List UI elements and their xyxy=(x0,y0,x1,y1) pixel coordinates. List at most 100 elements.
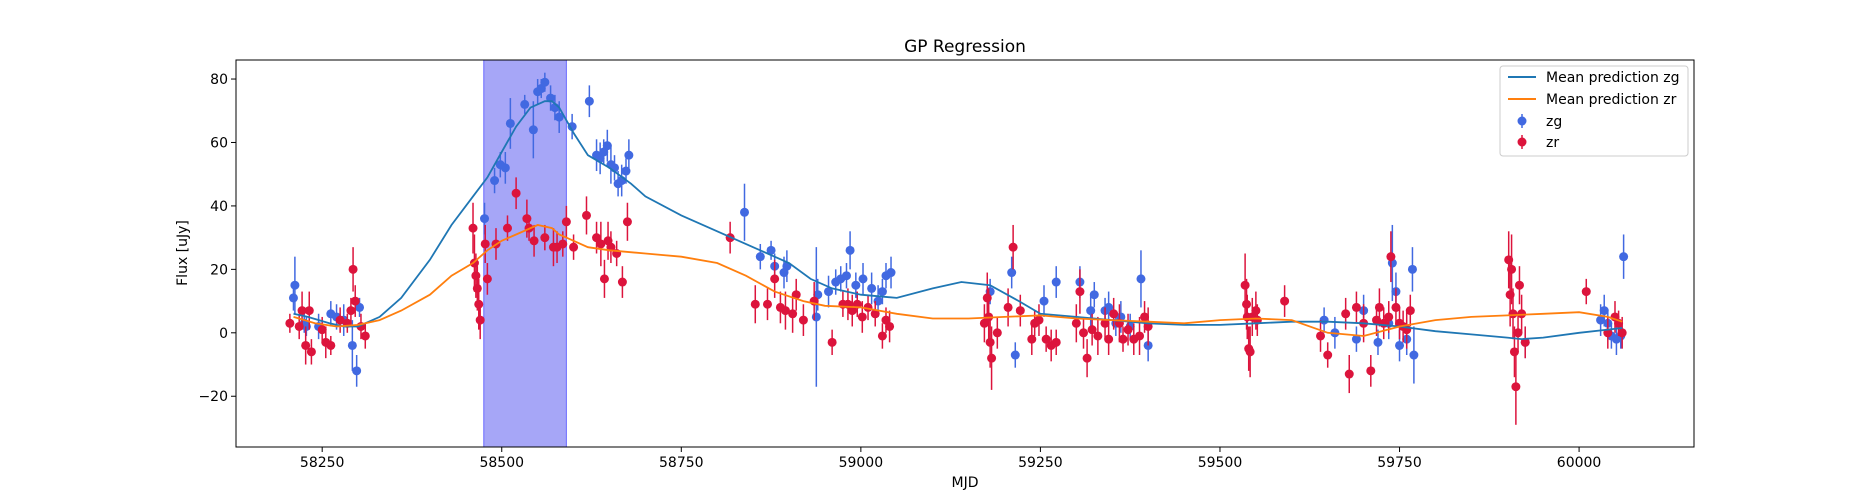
zr-point xyxy=(482,274,492,284)
zr-point xyxy=(1104,334,1114,344)
zg-point xyxy=(877,287,887,297)
zr-point xyxy=(1509,347,1519,357)
y-tick-label: 80 xyxy=(210,72,228,88)
zr-point xyxy=(1508,309,1518,319)
zg-point xyxy=(567,122,577,132)
zr-point xyxy=(1140,312,1150,322)
zg-point xyxy=(1596,315,1606,325)
zg-point xyxy=(624,150,634,160)
zr-point xyxy=(592,233,602,243)
x-axis-label: MJD xyxy=(952,475,979,491)
zg-point xyxy=(1089,290,1099,300)
zr-point xyxy=(561,217,571,227)
zr-point xyxy=(1003,302,1013,312)
legend-zr-dot xyxy=(1517,137,1527,147)
zg-point xyxy=(347,340,357,350)
plot-frame xyxy=(235,59,1695,448)
zr-point xyxy=(1100,318,1110,328)
zr-point xyxy=(1087,325,1097,335)
zg-point xyxy=(858,274,868,284)
zg-point xyxy=(1351,334,1361,344)
zg-point xyxy=(1599,306,1609,316)
zr-point xyxy=(471,271,481,281)
zr-point xyxy=(885,321,895,331)
zr-point xyxy=(750,299,760,309)
zg-point xyxy=(1373,337,1383,347)
zg-point xyxy=(602,141,612,151)
legend-zg-dot xyxy=(1517,116,1527,126)
y-tick-label: 40 xyxy=(210,199,228,215)
legend-label-zr-points: zr xyxy=(1546,135,1559,151)
zr-point xyxy=(522,214,532,224)
y-tick-label: 20 xyxy=(210,262,228,278)
zg-point xyxy=(352,366,362,376)
zr-point xyxy=(791,290,801,300)
zr-point xyxy=(1351,302,1361,312)
zr-point xyxy=(1514,280,1524,290)
zg-point xyxy=(867,283,877,293)
zg-point xyxy=(824,287,834,297)
data-layer xyxy=(285,72,1629,425)
zg-point xyxy=(1136,274,1146,284)
zr-point xyxy=(540,233,550,243)
mean-prediction-zg-line xyxy=(293,100,1623,341)
zr-point xyxy=(770,274,780,284)
zr-point xyxy=(857,312,867,322)
zr-point xyxy=(1008,242,1018,252)
zr-point xyxy=(529,236,539,246)
zg-point xyxy=(845,245,855,255)
zr-point xyxy=(304,306,314,316)
zg-point xyxy=(886,268,896,278)
x-axis: 58250 58500 58750 59000 59250 59500 59750 60000 xyxy=(300,447,1601,471)
x-tick-label: 59250 xyxy=(1018,455,1063,471)
y-axis: −20 0 20 40 60 80 xyxy=(198,72,236,405)
zr-point xyxy=(475,315,485,325)
zg-point xyxy=(1039,296,1049,306)
zg-point xyxy=(1619,252,1629,262)
legend-box xyxy=(1499,65,1689,157)
zg-point xyxy=(288,293,298,303)
zr-point xyxy=(1123,325,1133,335)
zr-point xyxy=(1581,287,1591,297)
zr-point xyxy=(1071,318,1081,328)
zr-point xyxy=(468,223,478,233)
zr-point xyxy=(474,299,484,309)
zr-point xyxy=(847,306,857,316)
zr-point xyxy=(1617,328,1627,338)
zr-point xyxy=(502,223,512,233)
zg-point xyxy=(1407,264,1417,274)
zg-point xyxy=(554,112,564,122)
zg-point xyxy=(520,99,530,109)
mean-prediction-zr-line xyxy=(293,224,1623,337)
zr-point xyxy=(1344,369,1354,379)
zg-point xyxy=(1086,306,1096,316)
zr-point xyxy=(780,306,790,316)
zr-point xyxy=(472,283,482,293)
zr-point xyxy=(1027,334,1037,344)
zr-point xyxy=(1251,306,1261,316)
zg-point xyxy=(766,245,776,255)
zg-point xyxy=(851,280,861,290)
zg-point xyxy=(355,302,365,312)
zr-point xyxy=(798,315,808,325)
legend-label-zg-points: zg xyxy=(1546,114,1562,130)
zr-point xyxy=(306,347,316,357)
zg-point xyxy=(290,280,300,290)
zg-point xyxy=(1010,350,1020,360)
zr-point xyxy=(569,242,579,252)
y-axis-label: Flux [uJy] xyxy=(175,220,191,286)
zr-point xyxy=(1374,302,1384,312)
x-tick-label: 58250 xyxy=(300,455,345,471)
zr-point xyxy=(360,331,370,341)
zg-point xyxy=(584,96,594,106)
zg-point xyxy=(1395,340,1405,350)
zg-point xyxy=(755,252,765,262)
zr-point xyxy=(1082,353,1092,363)
zr-point xyxy=(297,306,307,316)
zr-point xyxy=(1109,309,1119,319)
zr-point xyxy=(1079,328,1089,338)
zg-point xyxy=(1104,302,1114,312)
y-tick-label: −20 xyxy=(198,389,228,405)
legend-marker-zr xyxy=(1517,135,1527,149)
zg-point xyxy=(1007,268,1017,278)
